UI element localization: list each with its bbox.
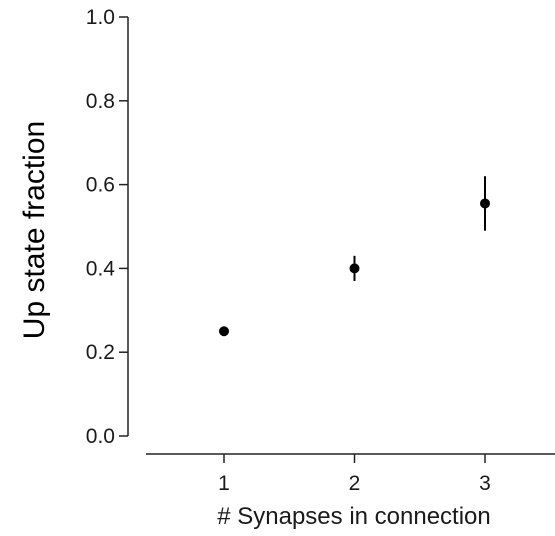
y-tick-label: 1.0 [86,6,115,29]
x-tick-label: 1 [218,472,230,495]
x-axis: 1 2 3 [146,453,555,495]
y-axis: 0.0 0.2 0.4 0.6 0.8 1.0 [86,6,129,448]
x-tick-label: 2 [349,472,361,495]
y-tick-label: 0.6 [86,174,115,197]
y-tick-label: 0.2 [86,341,115,364]
data-point [349,263,360,274]
x-axis-title: # Synapses in connection [217,503,491,530]
y-tick-label: 0.4 [86,257,116,280]
data-points [219,176,490,337]
y-tick-label: 0.0 [86,425,115,448]
x-tick-label: 3 [479,472,491,495]
y-tick-label: 0.8 [86,90,115,113]
data-point [480,198,490,209]
data-point [219,326,229,337]
y-axis-title: Up state fraction [18,121,51,339]
